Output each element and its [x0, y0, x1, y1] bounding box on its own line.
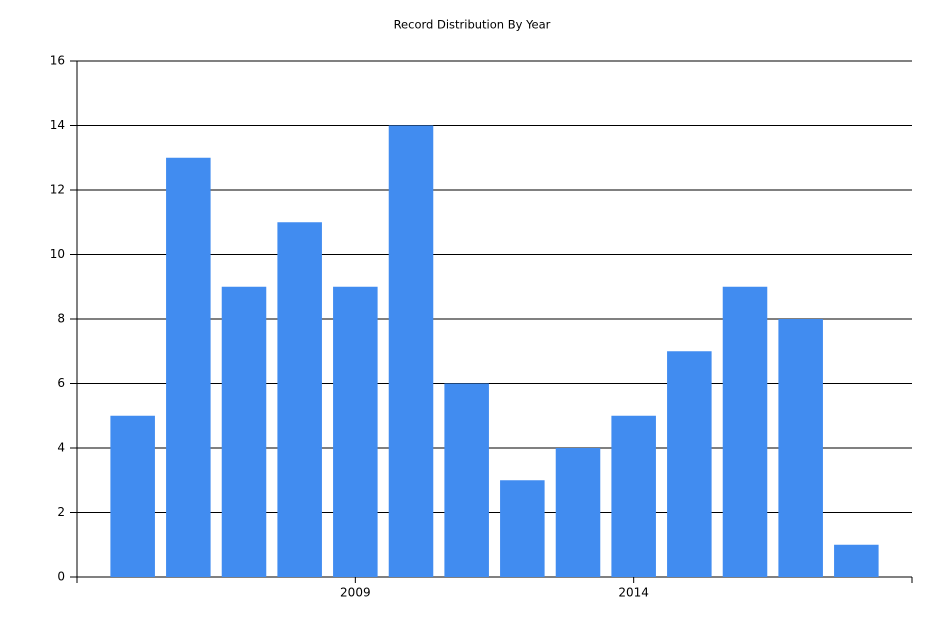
bar — [277, 222, 322, 577]
bar — [110, 415, 155, 577]
bar — [555, 448, 601, 577]
bar — [166, 157, 211, 577]
bar — [611, 415, 656, 577]
bar — [444, 383, 489, 577]
y-tick-label: 6 — [57, 376, 65, 390]
y-tick-label: 16 — [50, 54, 65, 68]
y-tick-label: 10 — [50, 247, 65, 261]
bar — [388, 125, 434, 577]
x-tick-label: 2009 — [340, 586, 371, 600]
y-tick-label: 8 — [57, 312, 65, 326]
y-tick-label: 12 — [50, 183, 65, 197]
bar — [778, 319, 823, 577]
chart-title: Record Distribution By Year — [394, 18, 551, 32]
bar — [333, 286, 378, 577]
y-tick-label: 14 — [50, 118, 65, 132]
bar — [667, 351, 712, 577]
bar — [221, 286, 267, 577]
bar — [722, 286, 768, 577]
y-tick-label: 0 — [57, 570, 65, 584]
y-tick-label: 2 — [57, 505, 65, 519]
y-tick-label: 4 — [57, 441, 65, 455]
bar — [834, 544, 879, 577]
x-tick-label: 2014 — [618, 586, 649, 600]
bar — [500, 480, 545, 577]
